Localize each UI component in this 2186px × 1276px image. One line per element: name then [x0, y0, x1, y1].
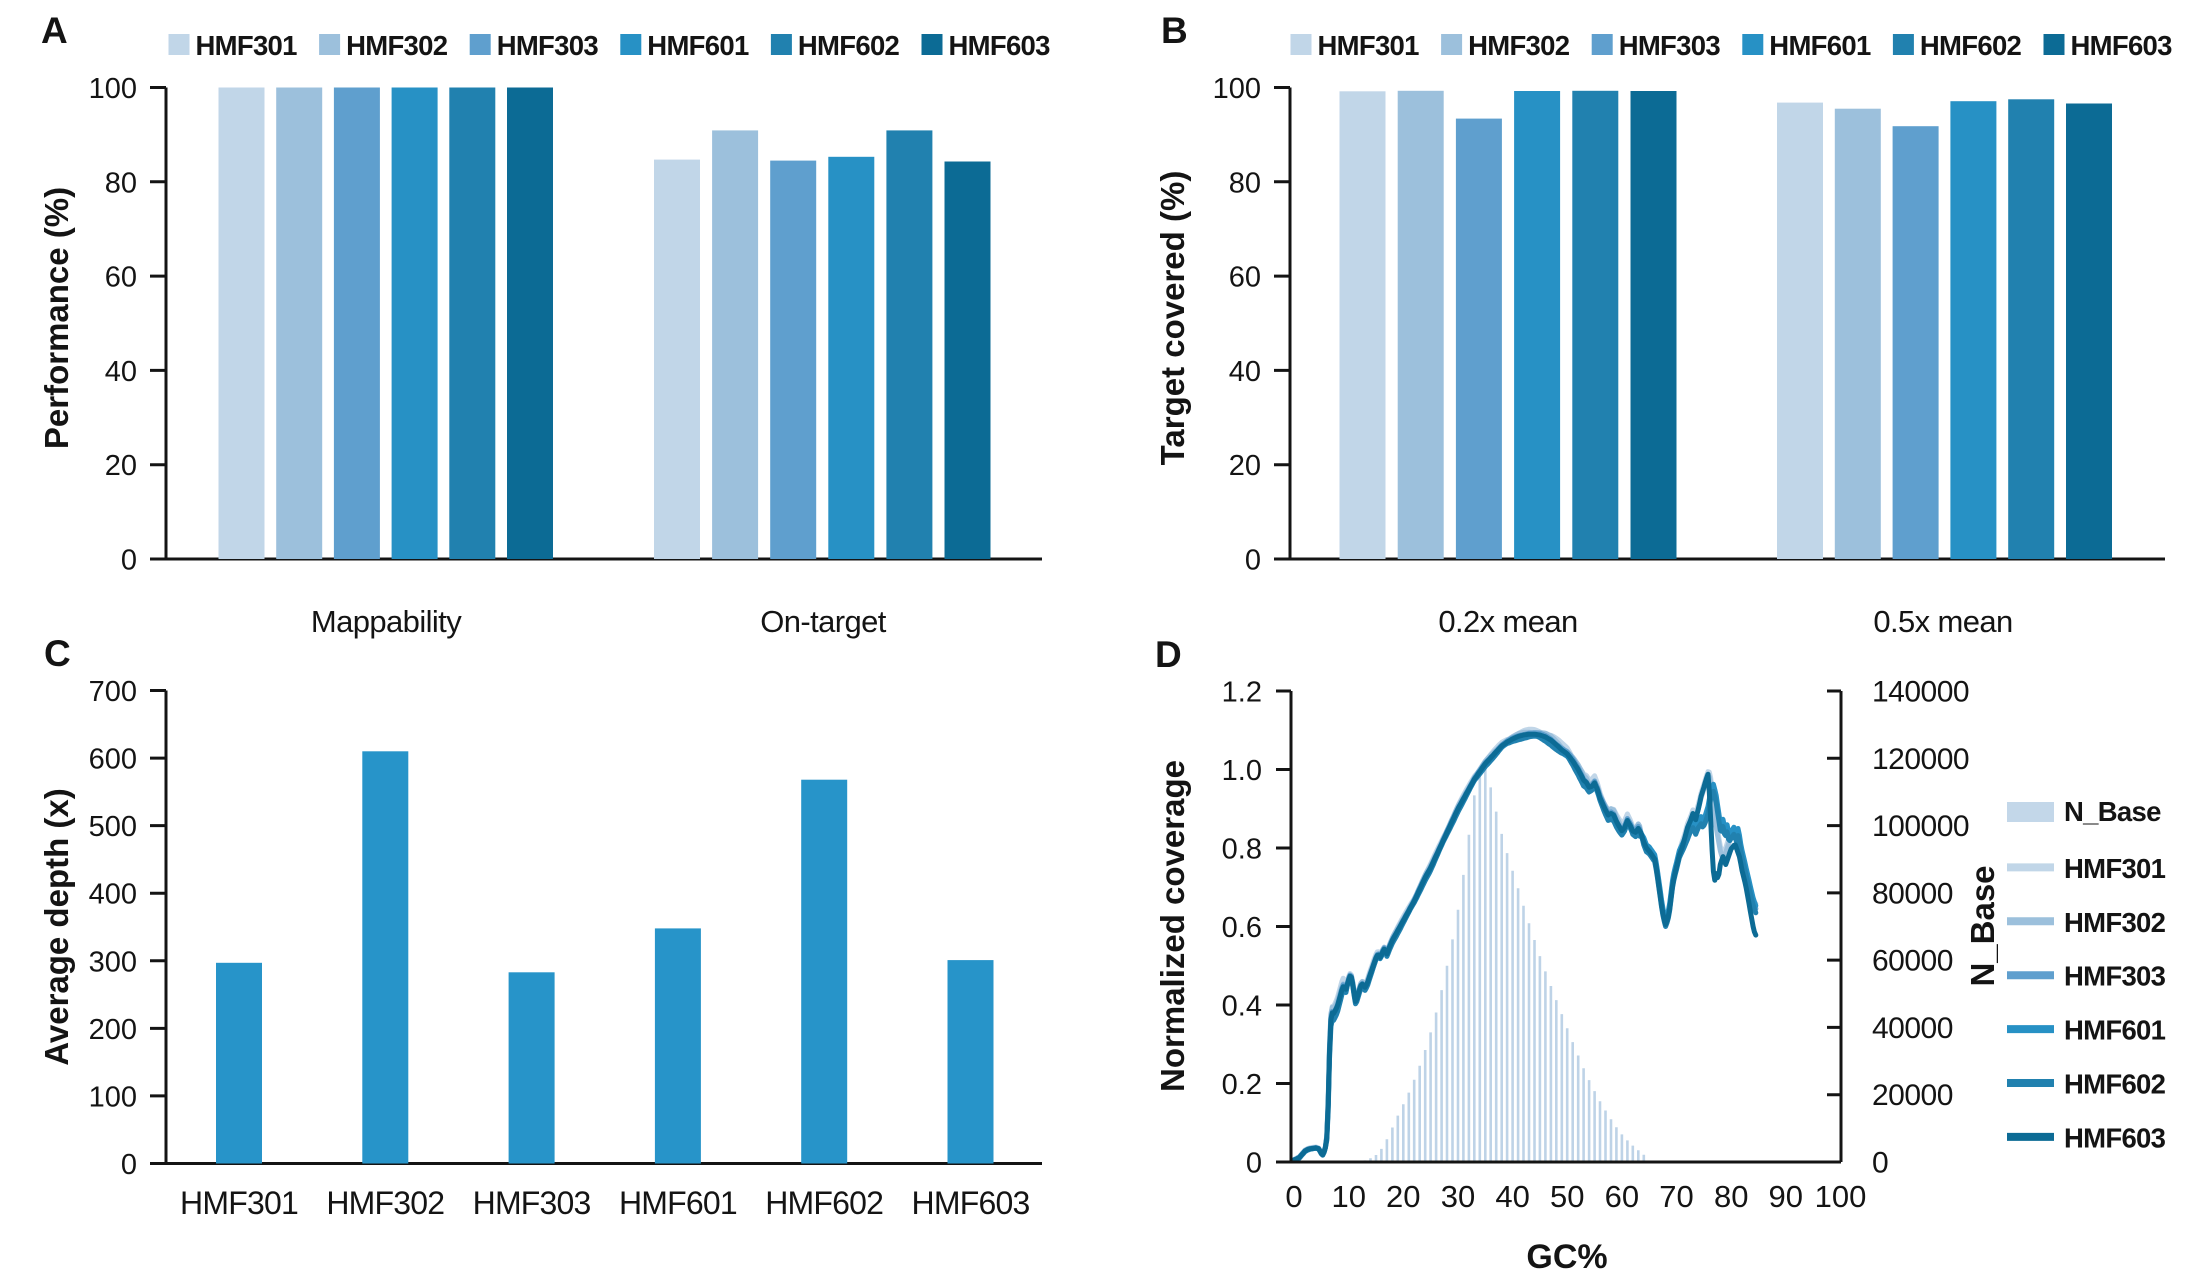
svg-text:500: 500	[89, 811, 137, 843]
svg-text:On-target: On-target	[760, 604, 887, 639]
svg-text:50: 50	[1550, 1179, 1584, 1214]
svg-text:HMF601: HMF601	[619, 1185, 737, 1221]
svg-text:20: 20	[105, 450, 137, 482]
svg-text:40000: 40000	[1872, 1012, 1953, 1045]
svg-text:HMF602: HMF602	[798, 30, 900, 61]
svg-text:400: 400	[89, 879, 137, 911]
svg-text:700: 700	[89, 676, 137, 708]
svg-text:C: C	[44, 633, 71, 674]
svg-text:HMF303: HMF303	[2064, 961, 2166, 992]
svg-text:100: 100	[1213, 73, 1261, 105]
svg-text:N_Base: N_Base	[2064, 796, 2161, 827]
svg-text:1.2: 1.2	[1222, 677, 1262, 709]
svg-text:200: 200	[89, 1014, 137, 1046]
svg-text:20: 20	[1229, 450, 1261, 482]
svg-text:40: 40	[105, 356, 137, 388]
svg-text:Performance (%): Performance (%)	[38, 187, 75, 449]
svg-text:0.8: 0.8	[1222, 834, 1262, 866]
svg-text:60: 60	[105, 262, 137, 294]
svg-text:HMF601: HMF601	[647, 30, 749, 61]
svg-text:HMF301: HMF301	[1318, 30, 1420, 61]
svg-text:0.2x mean: 0.2x mean	[1438, 604, 1577, 639]
svg-text:HMF603: HMF603	[912, 1185, 1030, 1221]
svg-text:80: 80	[1714, 1179, 1748, 1214]
svg-text:0.6: 0.6	[1222, 912, 1262, 944]
svg-text:HMF302: HMF302	[346, 30, 448, 61]
svg-text:300: 300	[89, 946, 137, 978]
svg-text:80: 80	[105, 167, 137, 199]
svg-text:0.2: 0.2	[1222, 1069, 1262, 1101]
svg-text:HMF303: HMF303	[497, 30, 599, 61]
svg-text:HMF603: HMF603	[949, 30, 1051, 61]
svg-text:10: 10	[1331, 1179, 1365, 1214]
svg-text:HMF301: HMF301	[2064, 853, 2166, 884]
svg-text:60: 60	[1605, 1179, 1639, 1214]
svg-text:600: 600	[89, 744, 137, 776]
svg-text:40: 40	[1495, 1179, 1529, 1214]
svg-text:HMF603: HMF603	[2064, 1122, 2166, 1153]
svg-text:1.0: 1.0	[1222, 755, 1262, 787]
svg-text:90: 90	[1769, 1179, 1803, 1214]
svg-text:HMF303: HMF303	[1619, 30, 1721, 61]
svg-text:D: D	[1155, 634, 1182, 675]
svg-text:30: 30	[1441, 1179, 1475, 1214]
svg-text:0: 0	[1872, 1147, 1888, 1180]
svg-text:60: 60	[1229, 262, 1261, 294]
svg-text:100: 100	[89, 73, 137, 105]
svg-text:0: 0	[1246, 1148, 1262, 1180]
svg-text:HMF601: HMF601	[1769, 30, 1871, 61]
svg-text:140000: 140000	[1872, 676, 1969, 709]
svg-text:A: A	[41, 10, 68, 51]
svg-text:20000: 20000	[1872, 1079, 1953, 1112]
svg-text:HMF601: HMF601	[2064, 1015, 2166, 1046]
svg-text:HMF302: HMF302	[326, 1185, 444, 1221]
svg-text:80000: 80000	[1872, 877, 1953, 910]
svg-text:0: 0	[121, 1149, 137, 1181]
svg-text:HMF302: HMF302	[2064, 907, 2166, 938]
svg-text:Normalized coverage: Normalized coverage	[1154, 760, 1191, 1092]
svg-text:0.5x mean: 0.5x mean	[1873, 604, 2012, 639]
svg-text:0: 0	[1285, 1179, 1302, 1214]
svg-text:60000: 60000	[1872, 945, 1953, 978]
svg-text:Average depth (x): Average depth (x)	[38, 788, 75, 1066]
svg-text:100: 100	[89, 1081, 137, 1113]
svg-text:N_Base: N_Base	[1964, 865, 2001, 986]
svg-text:HMF603: HMF603	[2071, 30, 2173, 61]
svg-text:0: 0	[1245, 545, 1261, 577]
svg-text:0: 0	[121, 545, 137, 577]
svg-text:70: 70	[1659, 1179, 1693, 1214]
svg-text:HMF302: HMF302	[1468, 30, 1570, 61]
svg-text:Mappability: Mappability	[311, 604, 462, 639]
svg-text:B: B	[1161, 10, 1188, 51]
svg-text:Target covered (%): Target covered (%)	[1154, 171, 1191, 466]
svg-text:0.4: 0.4	[1222, 991, 1262, 1023]
svg-text:80: 80	[1229, 167, 1261, 199]
svg-text:100000: 100000	[1872, 810, 1969, 843]
svg-text:GC%: GC%	[1526, 1238, 1607, 1276]
svg-text:HMF301: HMF301	[180, 1185, 298, 1221]
svg-text:HMF602: HMF602	[765, 1185, 883, 1221]
svg-text:HMF602: HMF602	[2064, 1069, 2166, 1100]
svg-text:HMF303: HMF303	[473, 1185, 591, 1221]
svg-text:HMF602: HMF602	[1920, 30, 2022, 61]
svg-text:20: 20	[1386, 1179, 1420, 1214]
svg-text:40: 40	[1229, 356, 1261, 388]
svg-text:100: 100	[1815, 1179, 1867, 1214]
svg-text:120000: 120000	[1872, 743, 1969, 776]
svg-text:HMF301: HMF301	[196, 30, 298, 61]
